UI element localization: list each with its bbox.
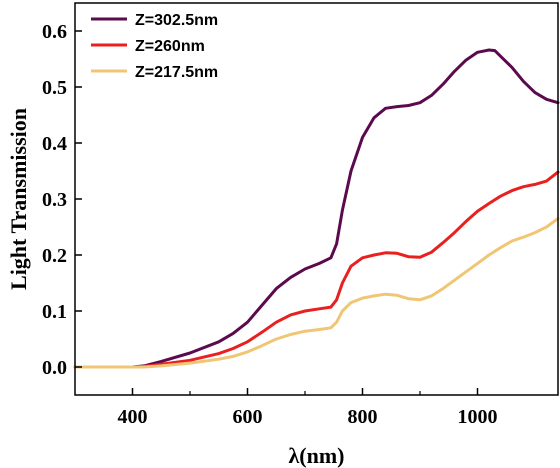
y-tick-label: 0.1 <box>42 301 67 323</box>
legend: Z=302.5nm Z=260nm Z=217.5nm <box>91 12 218 81</box>
x-axis-label: λ(nm) <box>288 443 344 468</box>
x-tick-label: 600 <box>233 406 263 428</box>
y-tick-label: 0.2 <box>42 245 67 267</box>
x-tick-label: 800 <box>348 406 378 428</box>
series-line-3 <box>73 217 560 369</box>
y-tick-label: 0.4 <box>42 133 67 155</box>
series-line-1 <box>73 48 560 369</box>
series-line-2 <box>73 170 560 369</box>
legend-label: Z=260nm <box>135 38 205 55</box>
y-axis-label: Light Transmission <box>6 108 31 290</box>
x-tick-label: 1000 <box>458 406 498 428</box>
y-tick-label: 0.0 <box>42 357 67 379</box>
y-tick-label: 0.5 <box>42 77 67 99</box>
legend-label: Z=302.5nm <box>135 12 218 29</box>
legend-label: Z=217.5nm <box>135 64 218 81</box>
y-tick-label: 0.6 <box>42 21 67 43</box>
y-tick-label: 0.3 <box>42 189 67 211</box>
series-layer <box>73 48 560 369</box>
ticks-layer: 400 600 800 1000 0.0 0.1 0.2 0.3 0.4 0.5 0.6 <box>42 21 498 428</box>
x-tick-label: 400 <box>118 406 148 428</box>
